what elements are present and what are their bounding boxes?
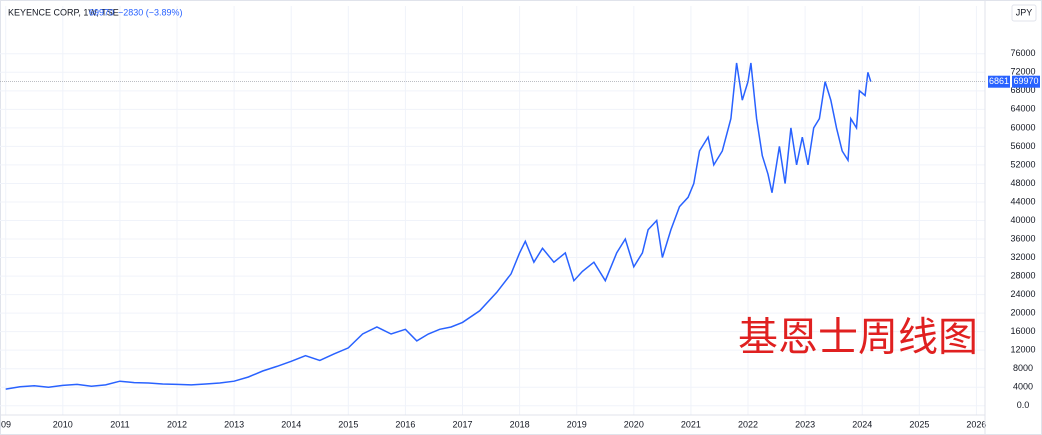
- x-tick-label: 2019: [567, 419, 587, 429]
- x-tick-label: 2016: [395, 419, 415, 429]
- price-box: [1012, 75, 1040, 88]
- x-tick-label: 2021: [681, 419, 701, 429]
- annotation: 基恩士周线图: [738, 316, 978, 360]
- x-tick-label: 2013: [224, 419, 244, 429]
- last-price: 69970: [89, 7, 114, 17]
- x-tick-label: 2020: [624, 419, 644, 429]
- badge-box: [988, 75, 1010, 88]
- y-tick-label: 28000: [1010, 270, 1035, 280]
- x-tick-label: 2025: [909, 419, 929, 429]
- y-tick-label: 36000: [1010, 233, 1035, 243]
- y-tick-label: 48000: [1010, 178, 1035, 188]
- y-tick-label: 72000: [1010, 67, 1035, 77]
- price-line: [5, 62, 872, 390]
- chart-title: KEYENCE CORP, 1W, TSE: [8, 7, 119, 17]
- x-tick-label: 09: [1, 419, 11, 429]
- x-tick-label: 2010: [53, 419, 73, 429]
- y-tick-label: 44000: [1010, 196, 1035, 206]
- x-tick-label: 2023: [795, 419, 815, 429]
- y-tick-label: 8000: [1013, 363, 1033, 373]
- x-tick-label: 2018: [510, 419, 530, 429]
- x-tick-label: 2015: [338, 419, 358, 429]
- y-tick-label: 4000: [1013, 382, 1033, 392]
- x-tick-label: 2011: [110, 419, 129, 429]
- x-tick-label: 2017: [453, 419, 473, 429]
- x-tick-label: 2014: [281, 419, 301, 429]
- y-tick-label: 0.0: [1017, 400, 1030, 410]
- price-change: −2830 (−3.89%): [118, 7, 183, 17]
- y-tick-label: 20000: [1010, 307, 1035, 317]
- badge: 6861: [989, 76, 1009, 86]
- x-tick-label: 2026: [966, 419, 986, 429]
- y-tick-label: 24000: [1010, 289, 1035, 299]
- x-tick-label: 2012: [167, 419, 187, 429]
- price-label: 69970: [1013, 76, 1038, 86]
- y-tick-label: 56000: [1010, 141, 1035, 151]
- x-tick-label: 2022: [738, 419, 758, 429]
- currency-box[interactable]: [1011, 4, 1037, 22]
- y-tick-label: 12000: [1010, 345, 1035, 355]
- y-tick-label: 76000: [1010, 48, 1035, 58]
- y-tick-label: 16000: [1010, 326, 1035, 336]
- y-tick-label: 40000: [1010, 215, 1035, 225]
- y-tick-label: 64000: [1010, 104, 1035, 114]
- y-tick-label: 52000: [1010, 159, 1035, 169]
- currency[interactable]: JPY: [1016, 7, 1033, 17]
- x-tick-label: 2024: [852, 419, 872, 429]
- y-tick-label: 68000: [1010, 85, 1035, 95]
- y-tick-label: 32000: [1010, 252, 1035, 262]
- y-tick-label: 60000: [1010, 122, 1035, 132]
